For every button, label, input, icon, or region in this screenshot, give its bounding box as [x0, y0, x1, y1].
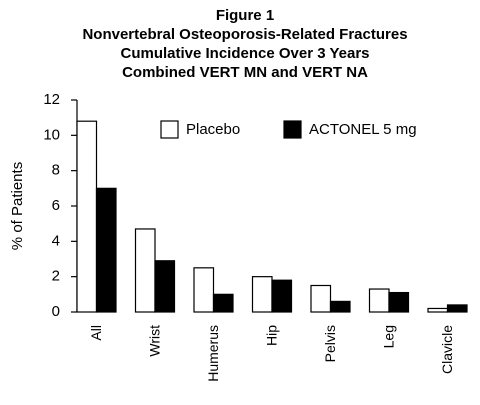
- title-line: Figure 1: [216, 7, 274, 24]
- bar: [368, 288, 390, 313]
- title-line: Combined VERT MN and VERT NA: [122, 64, 368, 81]
- y-axis-label: % of Patients: [9, 162, 26, 250]
- y-tick-label: 6: [52, 197, 60, 214]
- bar: [134, 228, 156, 313]
- bar: [446, 304, 468, 313]
- legend-swatch: [160, 120, 179, 139]
- bar: [271, 279, 293, 313]
- title-line: Cumulative Incidence Over 3 Years: [120, 45, 369, 62]
- x-tick-label: Clavicle: [439, 325, 455, 374]
- bar: [251, 276, 273, 313]
- y-tick-label: 0: [52, 303, 60, 320]
- y-tick-label: 8: [52, 162, 60, 179]
- x-tick-label: Leg: [381, 325, 397, 348]
- x-tick-label: Hip: [264, 325, 280, 346]
- legend-label: Placebo: [186, 121, 240, 138]
- legend-swatch: [283, 120, 302, 139]
- bar: [212, 293, 234, 313]
- legend-label: ACTONEL 5 mg: [309, 121, 417, 138]
- y-tick-label: 10: [43, 126, 60, 143]
- title-line: Nonvertebral Osteoporosis-Related Fractu…: [82, 26, 407, 43]
- x-tick-label: Humerus: [205, 325, 221, 382]
- y-tick-label: 12: [43, 91, 60, 108]
- bar: [95, 187, 117, 313]
- y-tick-label: 4: [52, 232, 60, 249]
- title: Figure 1 Nonvertebral Osteoporosis-Relat…: [82, 7, 407, 81]
- y-tick-label: 2: [52, 268, 60, 285]
- bar: [427, 307, 449, 313]
- bar: [388, 291, 410, 313]
- bar: [329, 300, 351, 313]
- x-tick-label: Pelvis: [322, 325, 338, 362]
- bar: [310, 284, 332, 313]
- bar: [76, 120, 98, 313]
- bar: [193, 267, 215, 313]
- x-tick-label: Wrist: [147, 325, 163, 357]
- bar: [154, 260, 176, 313]
- x-tick-label: All: [88, 325, 104, 341]
